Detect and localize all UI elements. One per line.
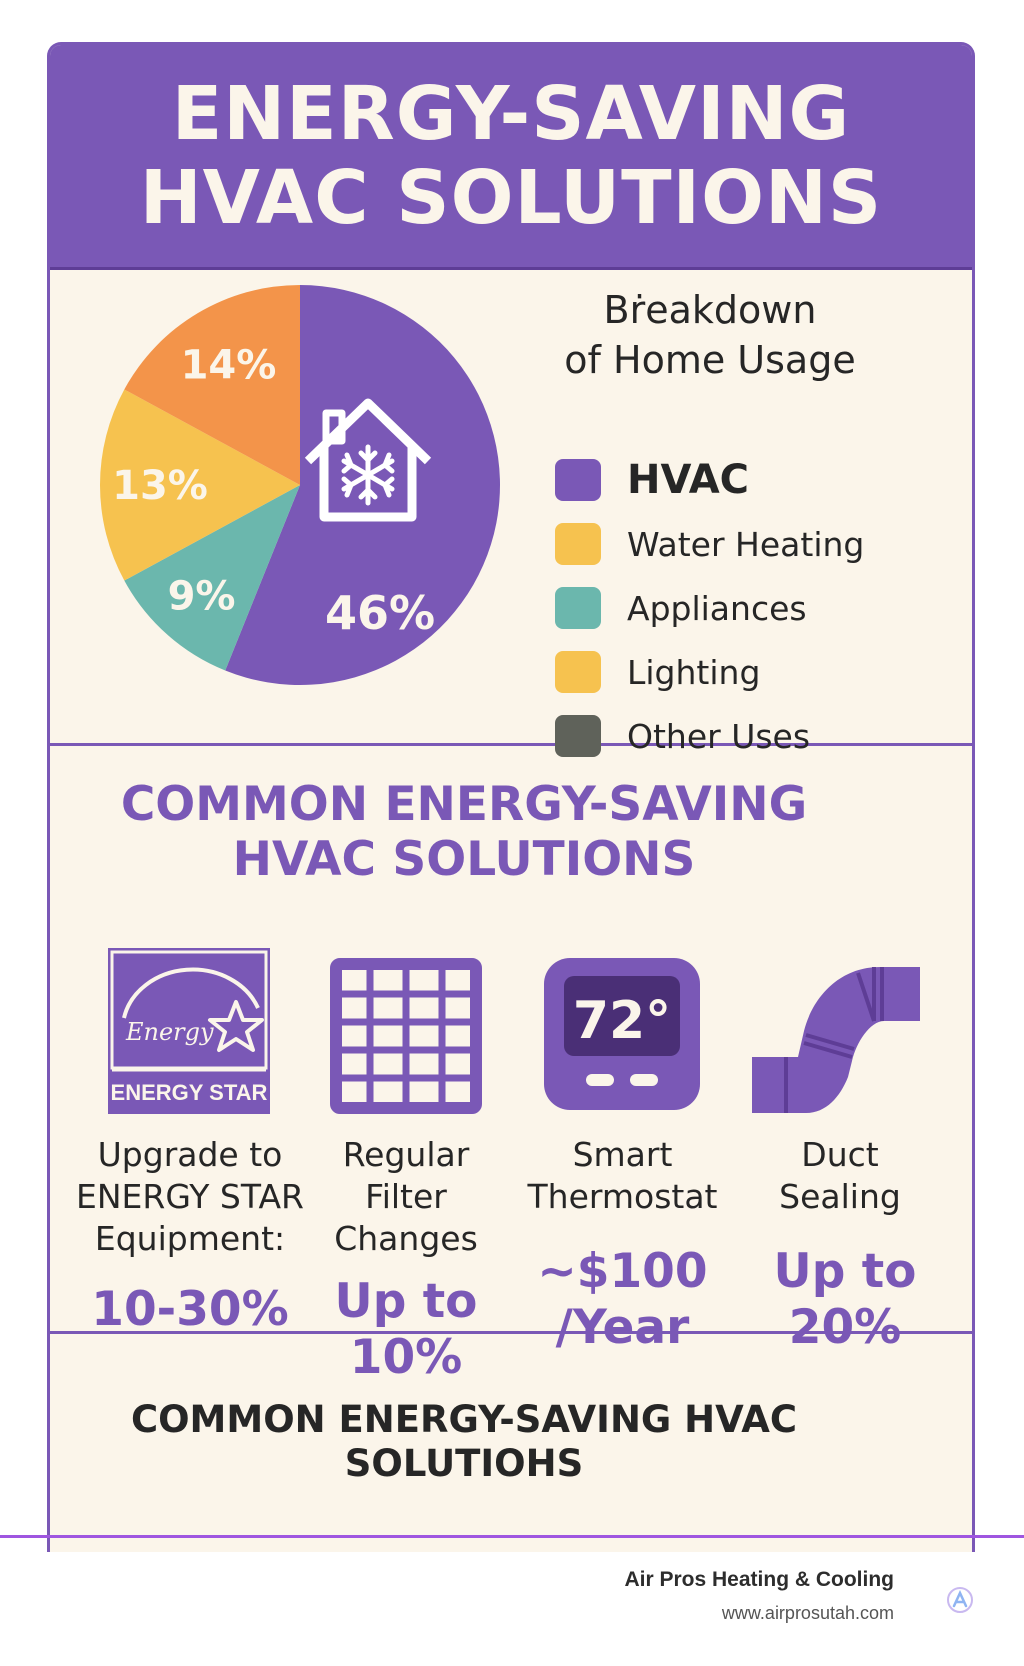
pie-label-water-heating: 13%	[112, 463, 208, 509]
solution-label-duct: Duct Sealing	[779, 1135, 901, 1216]
title-line-1: ENERGY-SAVING	[171, 71, 851, 157]
legend-label: Lighting	[627, 652, 761, 692]
infographic-card: ENERGY-SAVING HVAC SOLUTIONS	[47, 42, 975, 1552]
section-divider-2	[50, 1331, 972, 1334]
footer-divider	[0, 1535, 1024, 1538]
legend-item: HVAC	[555, 448, 915, 512]
solutions-title-line-2: HVAC SOLUTIONS	[232, 832, 696, 887]
thermostat-display: 72°	[573, 991, 671, 1051]
legend-swatch	[555, 651, 601, 693]
legend-swatch	[555, 587, 601, 629]
pie-label-lighting: 14%	[181, 343, 277, 389]
energy-star-badge-text: ENERGY STAR	[111, 1080, 268, 1105]
legend-swatch	[555, 459, 601, 501]
solution-value-duct: Up to 20%	[773, 1244, 917, 1355]
pie-title-line-1: Bṙeakdown	[603, 288, 817, 332]
bottom-section-title: COMMON ENERGY-SAVING HVAC SOLUTIOHS	[130, 1398, 798, 1485]
pie-title-line-2: of Home Usage	[564, 338, 856, 382]
legend-label: Water Heating	[627, 524, 865, 564]
legend-label: Appliances	[627, 588, 807, 628]
legend-item: Appliances	[555, 576, 915, 640]
pie-slice-appliances	[124, 485, 300, 671]
legend-item: Water Heating	[555, 512, 915, 576]
brand-url[interactable]: www.airprosutah.com	[721, 1603, 894, 1623]
brand-logo-icon	[947, 1587, 973, 1613]
house-snowflake-icon	[304, 398, 432, 522]
solution-label-thermostat: Smart Thermostat	[527, 1135, 718, 1216]
header-banner: ENERGY-SAVING HVAC SOLUTIONS	[50, 45, 972, 270]
filter-grid-icon	[330, 958, 482, 1114]
legend-item: Other Uses	[555, 704, 915, 768]
legend-swatch	[555, 523, 601, 565]
legend-label: Other Uses	[627, 716, 811, 756]
pie-slice-hvac	[225, 285, 500, 685]
energy-script-text: Energy	[125, 1018, 214, 1046]
pie-label-hvac: 46%	[325, 586, 435, 640]
page-title: ENERGY-SAVING HVAC SOLUTIONS	[140, 72, 882, 240]
solution-value-thermostat: ~$100 /Year	[537, 1244, 708, 1355]
legend-item: Lighting	[555, 640, 915, 704]
pie-legend: HVAC Water Heating Appliances Lighting O…	[555, 448, 915, 768]
pie-label-appliances: 9%	[168, 573, 236, 619]
legend-label: HVAC	[627, 457, 750, 503]
solutions-title-line-1: COMMON ENERGY-SAVING	[120, 777, 808, 832]
energy-star-icon: Energy ENERGY STAR	[108, 948, 270, 1114]
legend-swatch	[555, 715, 601, 757]
solution-label-filter: Regular Filter Changes	[334, 1135, 478, 1258]
thermostat-icon: 72°	[544, 958, 700, 1110]
usage-pie-chart: 46% 9% 13% 14%	[99, 285, 500, 685]
pie-chart-title: Bṙeakdown of Home Usage	[510, 285, 910, 385]
solutions-title: COMMON ENERGY-SAVING HVAC SOLUTIONS	[90, 777, 838, 887]
solution-value-filter: Up to 10%	[334, 1274, 478, 1385]
pie-slice-lighting	[124, 285, 300, 485]
pie-slice-water-heating	[99, 389, 300, 581]
duct-pipe-icon	[752, 967, 920, 1113]
solution-value-energy-star: 10-30%	[91, 1282, 289, 1337]
title-line-2: HVAC SOLUTIONS	[139, 155, 883, 241]
brand-name: Air Pros Heating & Cooling	[624, 1568, 894, 1591]
section-divider-1	[50, 743, 972, 746]
solution-label-energy-star: Upgrade to ENERGY STAR Equipment:	[76, 1135, 304, 1258]
